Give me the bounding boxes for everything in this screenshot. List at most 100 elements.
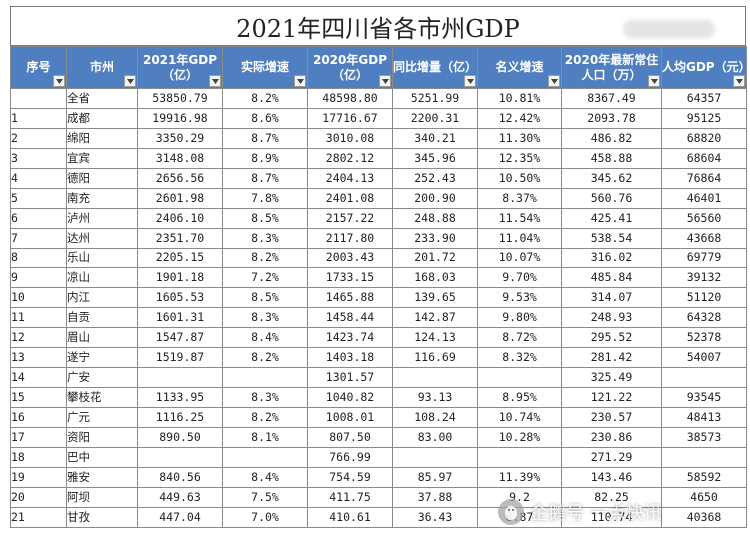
cell-gdp-2021[interactable]: 890.50 [137, 426, 223, 448]
cell-city[interactable]: 德阳 [66, 167, 138, 189]
cell-nominal-growth[interactable]: 10.28% [477, 426, 562, 448]
cell-nominal-growth[interactable] [477, 367, 562, 389]
cell-increment[interactable]: 248.88 [392, 207, 478, 229]
cell-population[interactable]: 485.84 [561, 267, 662, 289]
cell-gdp-per-capita[interactable]: 43668 [661, 227, 747, 249]
cell-gdp-2020[interactable]: 3010.08 [307, 127, 393, 149]
cell-index[interactable]: 10 [10, 287, 67, 309]
cell-gdp-per-capita[interactable]: 68604 [661, 147, 747, 169]
cell-increment[interactable]: 168.03 [392, 267, 478, 289]
cell-gdp-2020[interactable]: 766.99 [307, 446, 393, 468]
cell-real-growth[interactable] [222, 367, 308, 389]
cell-gdp-2020[interactable]: 754.59 [307, 466, 393, 488]
cell-population[interactable]: 325.49 [561, 367, 662, 389]
cell-city[interactable]: 遂宁 [66, 347, 138, 369]
cell-gdp-2021[interactable]: 53850.79 [137, 88, 223, 109]
cell-increment[interactable]: 252.43 [392, 167, 478, 189]
cell-gdp-2020[interactable]: 1008.01 [307, 407, 393, 428]
cell-increment[interactable]: 85.97 [392, 466, 478, 488]
cell-city[interactable]: 达州 [66, 227, 138, 249]
cell-nominal-growth[interactable]: 12.35% [477, 147, 562, 169]
cell-city[interactable]: 南充 [66, 187, 138, 209]
cell-increment[interactable]: 139.65 [392, 287, 478, 309]
cell-nominal-growth[interactable]: 9.70% [477, 267, 562, 289]
cell-gdp-per-capita[interactable] [661, 367, 747, 389]
cell-population[interactable]: 316.02 [561, 247, 662, 269]
cell-gdp-2021[interactable]: 1116.25 [137, 407, 223, 428]
cell-gdp-2020[interactable]: 1301.57 [307, 367, 393, 389]
cell-nominal-growth[interactable]: 10.50% [477, 167, 562, 189]
cell-nominal-growth[interactable]: 10.81% [477, 88, 562, 109]
cell-index[interactable]: 17 [10, 426, 67, 448]
cell-population[interactable]: 8367.49 [561, 88, 662, 109]
cell-real-growth[interactable] [222, 446, 308, 468]
cell-gdp-per-capita[interactable]: 68820 [661, 127, 747, 149]
cell-nominal-growth[interactable]: 10.07% [477, 247, 562, 269]
filter-dropdown-icon[interactable] [209, 75, 221, 87]
cell-gdp-per-capita[interactable]: 76864 [661, 167, 747, 189]
cell-gdp-per-capita[interactable]: 64357 [661, 88, 747, 109]
filter-dropdown-icon[interactable] [53, 75, 65, 87]
cell-gdp-2020[interactable]: 17716.67 [307, 107, 393, 129]
cell-real-growth[interactable]: 8.7% [222, 167, 308, 189]
cell-index[interactable]: 6 [10, 207, 67, 229]
cell-city[interactable]: 资阳 [66, 426, 138, 448]
cell-population[interactable]: 295.52 [561, 327, 662, 349]
cell-city[interactable]: 泸州 [66, 207, 138, 229]
cell-nominal-growth[interactable]: 10.74% [477, 407, 562, 428]
cell-index[interactable]: 5 [10, 187, 67, 209]
cell-index[interactable]: 3 [10, 147, 67, 169]
cell-increment[interactable]: 142.87 [392, 307, 478, 329]
cell-real-growth[interactable]: 8.4% [222, 466, 308, 488]
cell-gdp-2021[interactable]: 2601.98 [137, 187, 223, 209]
cell-nominal-growth[interactable]: 8.37% [477, 187, 562, 209]
cell-real-growth[interactable]: 8.6% [222, 107, 308, 129]
cell-gdp-2021[interactable]: 1601.31 [137, 307, 223, 329]
cell-population[interactable]: 458.88 [561, 147, 662, 169]
cell-nominal-growth[interactable]: 12.42% [477, 107, 562, 129]
cell-real-growth[interactable]: 7.5% [222, 486, 308, 508]
cell-city[interactable]: 攀枝花 [66, 387, 138, 408]
cell-index[interactable]: 21 [10, 506, 67, 528]
cell-city[interactable]: 广元 [66, 407, 138, 428]
cell-real-growth[interactable]: 8.2% [222, 88, 308, 109]
filter-dropdown-icon[interactable] [548, 75, 560, 87]
cell-gdp-per-capita[interactable]: 56560 [661, 207, 747, 229]
cell-city[interactable]: 全省 [66, 88, 138, 109]
cell-gdp-2021[interactable]: 1547.87 [137, 327, 223, 349]
cell-city[interactable]: 雅安 [66, 466, 138, 488]
cell-population[interactable]: 248.93 [561, 307, 662, 329]
cell-gdp-2021[interactable]: 3148.08 [137, 147, 223, 169]
cell-gdp-2020[interactable]: 1423.74 [307, 327, 393, 349]
cell-gdp-2020[interactable]: 1733.15 [307, 267, 393, 289]
cell-real-growth[interactable]: 8.4% [222, 327, 308, 349]
cell-real-growth[interactable]: 8.7% [222, 127, 308, 149]
cell-gdp-2021[interactable]: 447.04 [137, 506, 223, 528]
cell-index[interactable]: 1 [10, 107, 67, 129]
cell-population[interactable]: 121.22 [561, 387, 662, 408]
cell-gdp-2020[interactable]: 2157.22 [307, 207, 393, 229]
cell-gdp-per-capita[interactable]: 52378 [661, 327, 747, 349]
cell-nominal-growth[interactable]: 11.30% [477, 127, 562, 149]
filter-dropdown-icon[interactable] [464, 75, 476, 87]
cell-nominal-growth[interactable]: 8.32% [477, 347, 562, 369]
cell-real-growth[interactable]: 8.3% [222, 387, 308, 408]
cell-city[interactable]: 巴中 [66, 446, 138, 468]
cell-population[interactable]: 271.29 [561, 446, 662, 468]
cell-city[interactable]: 绵阳 [66, 127, 138, 149]
cell-real-growth[interactable]: 7.0% [222, 506, 308, 528]
cell-index[interactable]: 20 [10, 486, 67, 508]
cell-increment[interactable]: 233.90 [392, 227, 478, 249]
cell-city[interactable]: 宜宾 [66, 147, 138, 169]
cell-increment[interactable]: 36.43 [392, 506, 478, 528]
cell-city[interactable]: 眉山 [66, 327, 138, 349]
cell-increment[interactable]: 124.13 [392, 327, 478, 349]
cell-real-growth[interactable]: 8.5% [222, 207, 308, 229]
cell-gdp-per-capita[interactable]: 39132 [661, 267, 747, 289]
cell-city[interactable]: 凉山 [66, 267, 138, 289]
cell-gdp-2020[interactable]: 48598.80 [307, 88, 393, 109]
cell-gdp-per-capita[interactable]: 64328 [661, 307, 747, 329]
cell-gdp-2021[interactable]: 2656.56 [137, 167, 223, 189]
cell-increment[interactable]: 345.96 [392, 147, 478, 169]
cell-city[interactable]: 阿坝 [66, 486, 138, 508]
